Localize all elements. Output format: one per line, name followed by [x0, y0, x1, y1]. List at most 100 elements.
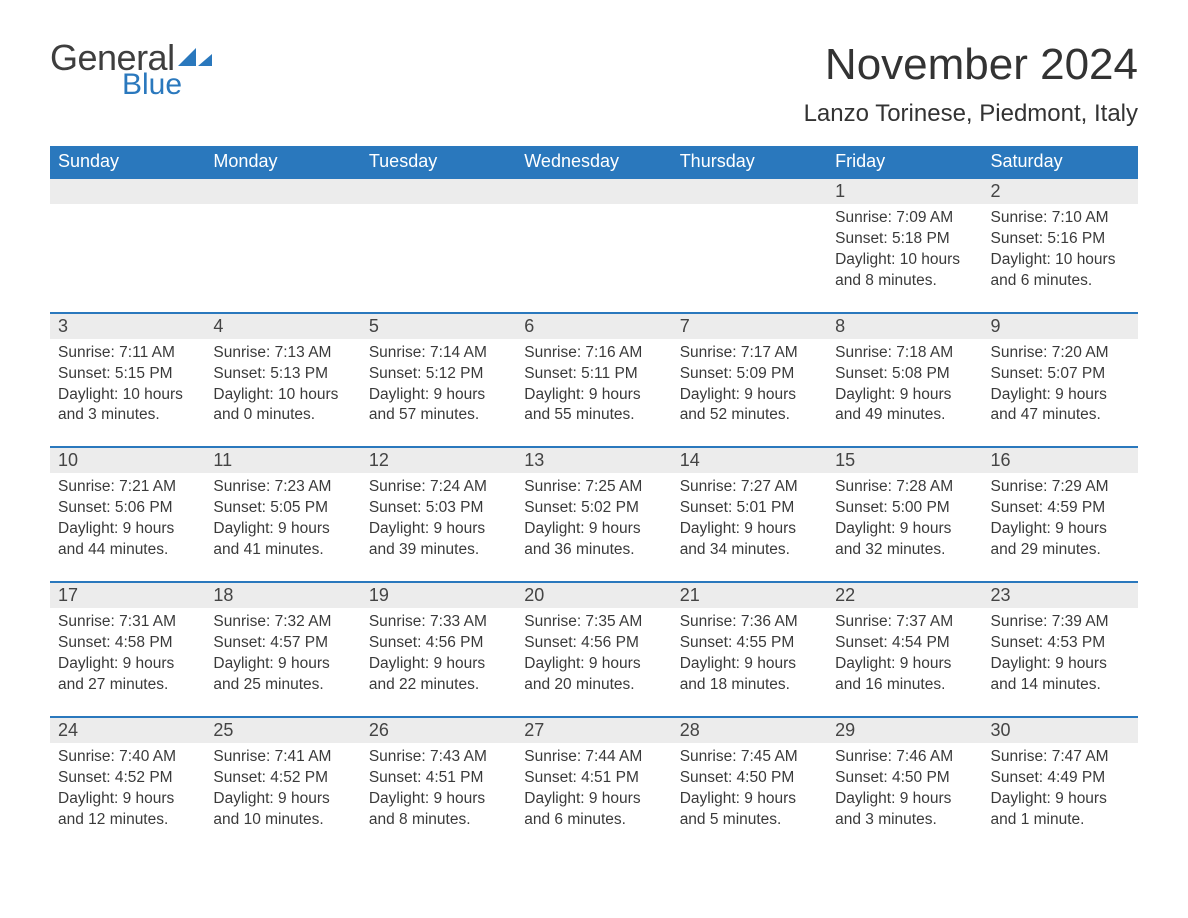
sunrise-line: Sunrise: 7:33 AM	[369, 612, 508, 633]
sunrise-line: Sunrise: 7:46 AM	[835, 747, 974, 768]
sunset-line: Sunset: 5:06 PM	[58, 498, 197, 519]
page-header: General Blue November 2024 Lanzo Torines…	[50, 40, 1138, 128]
calendar-body: 12Sunrise: 7:09 AMSunset: 5:18 PMDayligh…	[50, 178, 1138, 850]
title-block: November 2024 Lanzo Torinese, Piedmont, …	[804, 40, 1138, 128]
daylight-line: Daylight: 9 hours and 5 minutes.	[680, 789, 819, 831]
daylight-line: Daylight: 9 hours and 29 minutes.	[991, 519, 1130, 561]
weekday-header: Saturday	[983, 146, 1138, 178]
day-detail-cell: Sunrise: 7:16 AMSunset: 5:11 PMDaylight:…	[516, 339, 671, 448]
day-number-cell: 20	[516, 582, 671, 608]
day-number-cell: 25	[205, 717, 360, 743]
day-detail-cell: Sunrise: 7:45 AMSunset: 4:50 PMDaylight:…	[672, 743, 827, 851]
day-detail-cell	[516, 204, 671, 313]
week-detail-row: Sunrise: 7:11 AMSunset: 5:15 PMDaylight:…	[50, 339, 1138, 448]
week-daynum-row: 24252627282930	[50, 717, 1138, 743]
sunset-line: Sunset: 4:57 PM	[213, 633, 352, 654]
daylight-line: Daylight: 9 hours and 49 minutes.	[835, 385, 974, 427]
week-daynum-row: 10111213141516	[50, 447, 1138, 473]
day-detail-cell: Sunrise: 7:09 AMSunset: 5:18 PMDaylight:…	[827, 204, 982, 313]
sunset-line: Sunset: 4:50 PM	[680, 768, 819, 789]
day-number-cell: 17	[50, 582, 205, 608]
day-number-cell: 29	[827, 717, 982, 743]
day-number-cell: 3	[50, 313, 205, 339]
day-detail-cell: Sunrise: 7:18 AMSunset: 5:08 PMDaylight:…	[827, 339, 982, 448]
sunset-line: Sunset: 4:51 PM	[369, 768, 508, 789]
day-detail-cell: Sunrise: 7:36 AMSunset: 4:55 PMDaylight:…	[672, 608, 827, 717]
brand-word-2: Blue	[122, 70, 212, 100]
weekday-header: Monday	[205, 146, 360, 178]
sunrise-line: Sunrise: 7:29 AM	[991, 477, 1130, 498]
day-number-cell: 2	[983, 178, 1138, 204]
sunset-line: Sunset: 4:56 PM	[524, 633, 663, 654]
daylight-line: Daylight: 9 hours and 6 minutes.	[524, 789, 663, 831]
daylight-line: Daylight: 9 hours and 25 minutes.	[213, 654, 352, 696]
calendar-table: Sunday Monday Tuesday Wednesday Thursday…	[50, 146, 1138, 850]
day-number-cell: 7	[672, 313, 827, 339]
sunset-line: Sunset: 4:52 PM	[58, 768, 197, 789]
weekday-header: Sunday	[50, 146, 205, 178]
day-detail-cell: Sunrise: 7:47 AMSunset: 4:49 PMDaylight:…	[983, 743, 1138, 851]
weekday-header: Wednesday	[516, 146, 671, 178]
sunrise-line: Sunrise: 7:40 AM	[58, 747, 197, 768]
day-detail-cell: Sunrise: 7:44 AMSunset: 4:51 PMDaylight:…	[516, 743, 671, 851]
week-detail-row: Sunrise: 7:09 AMSunset: 5:18 PMDaylight:…	[50, 204, 1138, 313]
sunrise-line: Sunrise: 7:32 AM	[213, 612, 352, 633]
daylight-line: Daylight: 9 hours and 57 minutes.	[369, 385, 508, 427]
day-detail-cell: Sunrise: 7:17 AMSunset: 5:09 PMDaylight:…	[672, 339, 827, 448]
day-number-cell: 19	[361, 582, 516, 608]
sunset-line: Sunset: 5:07 PM	[991, 364, 1130, 385]
day-number-cell: 15	[827, 447, 982, 473]
sunrise-line: Sunrise: 7:23 AM	[213, 477, 352, 498]
day-detail-cell	[205, 204, 360, 313]
weekday-header: Friday	[827, 146, 982, 178]
sunset-line: Sunset: 4:52 PM	[213, 768, 352, 789]
day-detail-cell: Sunrise: 7:41 AMSunset: 4:52 PMDaylight:…	[205, 743, 360, 851]
sunset-line: Sunset: 4:53 PM	[991, 633, 1130, 654]
day-detail-cell: Sunrise: 7:25 AMSunset: 5:02 PMDaylight:…	[516, 473, 671, 582]
sunrise-line: Sunrise: 7:21 AM	[58, 477, 197, 498]
daylight-line: Daylight: 10 hours and 8 minutes.	[835, 250, 974, 292]
month-title: November 2024	[804, 40, 1138, 90]
daylight-line: Daylight: 9 hours and 1 minute.	[991, 789, 1130, 831]
day-number-cell: 22	[827, 582, 982, 608]
daylight-line: Daylight: 9 hours and 3 minutes.	[835, 789, 974, 831]
day-number-cell: 1	[827, 178, 982, 204]
day-detail-cell: Sunrise: 7:40 AMSunset: 4:52 PMDaylight:…	[50, 743, 205, 851]
day-number-cell: 27	[516, 717, 671, 743]
day-detail-cell: Sunrise: 7:24 AMSunset: 5:03 PMDaylight:…	[361, 473, 516, 582]
daylight-line: Daylight: 9 hours and 8 minutes.	[369, 789, 508, 831]
sunset-line: Sunset: 5:05 PM	[213, 498, 352, 519]
sunrise-line: Sunrise: 7:39 AM	[991, 612, 1130, 633]
sunrise-line: Sunrise: 7:18 AM	[835, 343, 974, 364]
sunset-line: Sunset: 5:12 PM	[369, 364, 508, 385]
day-number-cell: 11	[205, 447, 360, 473]
sunrise-line: Sunrise: 7:45 AM	[680, 747, 819, 768]
day-number-cell: 24	[50, 717, 205, 743]
daylight-line: Daylight: 9 hours and 36 minutes.	[524, 519, 663, 561]
day-number-cell	[672, 178, 827, 204]
day-detail-cell: Sunrise: 7:28 AMSunset: 5:00 PMDaylight:…	[827, 473, 982, 582]
daylight-line: Daylight: 9 hours and 18 minutes.	[680, 654, 819, 696]
daylight-line: Daylight: 9 hours and 32 minutes.	[835, 519, 974, 561]
week-detail-row: Sunrise: 7:31 AMSunset: 4:58 PMDaylight:…	[50, 608, 1138, 717]
day-number-cell: 4	[205, 313, 360, 339]
day-detail-cell: Sunrise: 7:37 AMSunset: 4:54 PMDaylight:…	[827, 608, 982, 717]
sunset-line: Sunset: 5:11 PM	[524, 364, 663, 385]
sunset-line: Sunset: 4:55 PM	[680, 633, 819, 654]
sunrise-line: Sunrise: 7:25 AM	[524, 477, 663, 498]
sunset-line: Sunset: 5:00 PM	[835, 498, 974, 519]
week-daynum-row: 12	[50, 178, 1138, 204]
day-detail-cell: Sunrise: 7:21 AMSunset: 5:06 PMDaylight:…	[50, 473, 205, 582]
daylight-line: Daylight: 10 hours and 0 minutes.	[213, 385, 352, 427]
daylight-line: Daylight: 9 hours and 14 minutes.	[991, 654, 1130, 696]
daylight-line: Daylight: 9 hours and 34 minutes.	[680, 519, 819, 561]
sunrise-line: Sunrise: 7:41 AM	[213, 747, 352, 768]
sunrise-line: Sunrise: 7:35 AM	[524, 612, 663, 633]
day-number-cell: 18	[205, 582, 360, 608]
sunset-line: Sunset: 4:50 PM	[835, 768, 974, 789]
day-detail-cell: Sunrise: 7:43 AMSunset: 4:51 PMDaylight:…	[361, 743, 516, 851]
brand-logo: General Blue	[50, 40, 212, 100]
sunrise-line: Sunrise: 7:27 AM	[680, 477, 819, 498]
sunset-line: Sunset: 5:01 PM	[680, 498, 819, 519]
weekday-header: Tuesday	[361, 146, 516, 178]
